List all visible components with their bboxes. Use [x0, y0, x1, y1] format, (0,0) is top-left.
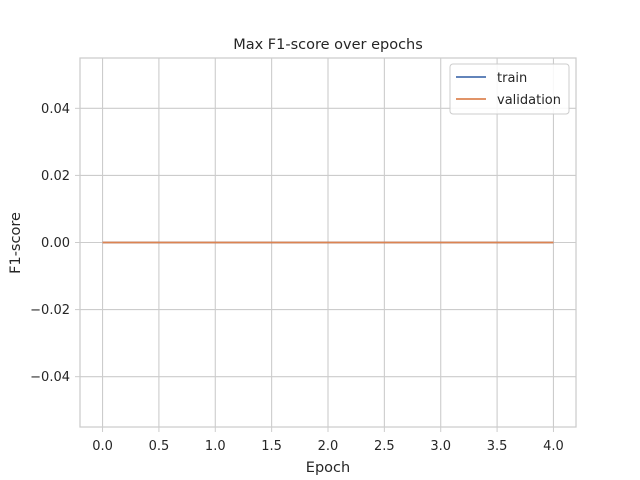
x-axis-label: Epoch	[306, 460, 350, 476]
x-tick-label: 4.0	[543, 439, 564, 454]
x-tick-label: 3.0	[430, 439, 451, 454]
legend-label-train: train	[497, 71, 527, 86]
y-tick-label: 0.00	[41, 236, 70, 251]
legend: train validation	[449, 63, 570, 115]
x-tick-label: 0.0	[92, 439, 113, 454]
x-axis-ticks: 0.0 0.5 1.0 1.5 2.0 2.5 3.0 3.5 4.0	[92, 427, 564, 454]
x-tick-label: 3.5	[487, 439, 508, 454]
y-axis-ticks: −0.04 −0.02 0.00 0.02 0.04	[30, 102, 80, 385]
x-tick-label: 1.0	[205, 439, 226, 454]
x-tick-label: 2.5	[374, 439, 395, 454]
x-tick-label: 2.0	[318, 439, 339, 454]
x-tick-label: 0.5	[149, 439, 170, 454]
y-axis-label: F1-score	[8, 212, 24, 274]
y-tick-label: 0.04	[41, 102, 70, 117]
y-tick-label: −0.04	[30, 370, 70, 385]
x-tick-label: 1.5	[261, 439, 282, 454]
legend-label-validation: validation	[497, 93, 561, 108]
y-tick-label: −0.02	[30, 303, 70, 318]
chart-title: Max F1-score over epochs	[233, 37, 423, 53]
y-tick-label: 0.02	[41, 169, 70, 184]
